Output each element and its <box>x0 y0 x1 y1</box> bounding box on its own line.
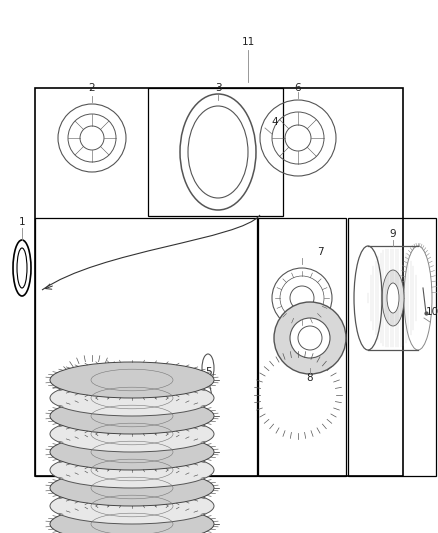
Text: 8: 8 <box>307 373 313 383</box>
Ellipse shape <box>50 380 214 416</box>
Text: 9: 9 <box>390 229 396 239</box>
Bar <box>35 218 257 476</box>
Ellipse shape <box>50 416 214 452</box>
Text: 6: 6 <box>295 83 301 93</box>
Circle shape <box>274 302 346 374</box>
Ellipse shape <box>50 398 214 434</box>
Bar <box>258 218 346 476</box>
Text: 1: 1 <box>19 217 25 227</box>
Ellipse shape <box>50 362 214 398</box>
Ellipse shape <box>50 506 214 533</box>
Bar <box>348 218 436 476</box>
Text: 5: 5 <box>205 367 211 377</box>
Text: 2: 2 <box>88 83 95 93</box>
Ellipse shape <box>382 270 404 326</box>
Circle shape <box>290 318 330 358</box>
Text: 3: 3 <box>215 83 221 93</box>
Bar <box>35 88 403 476</box>
Text: 11: 11 <box>241 37 254 47</box>
Text: 10: 10 <box>425 307 438 317</box>
Ellipse shape <box>50 452 214 488</box>
Ellipse shape <box>387 283 399 313</box>
Ellipse shape <box>50 488 214 524</box>
Ellipse shape <box>50 470 214 506</box>
Ellipse shape <box>50 434 214 470</box>
Text: 7: 7 <box>317 247 323 257</box>
Text: 4: 4 <box>272 117 278 127</box>
Bar <box>148 88 283 216</box>
